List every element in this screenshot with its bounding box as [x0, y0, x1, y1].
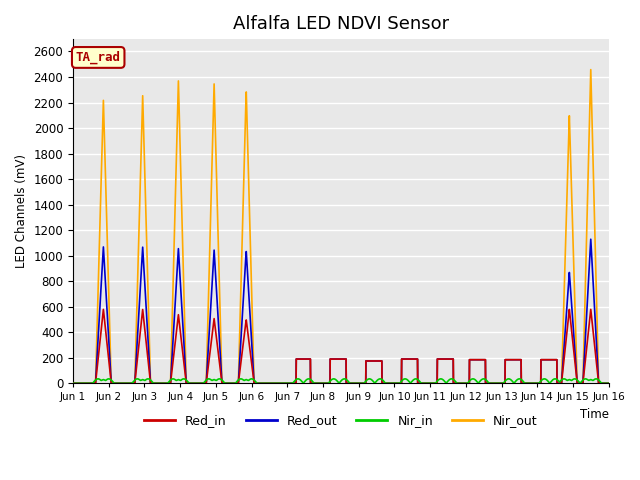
Line: Nir_out: Nir_out — [73, 70, 609, 384]
Title: Alfalfa LED NDVI Sensor: Alfalfa LED NDVI Sensor — [233, 15, 449, 33]
Nir_out — [605, 381, 612, 386]
Red_out — [605, 381, 612, 386]
Nir_out — [587, 67, 595, 72]
Line: Red_in: Red_in — [73, 309, 609, 384]
Red_in — [275, 381, 282, 386]
Red_in — [587, 306, 595, 312]
Red_out — [587, 236, 595, 242]
Red_in — [162, 381, 170, 386]
Nir_out — [595, 366, 602, 372]
Nir_out — [162, 381, 170, 386]
Nir_in — [592, 376, 600, 382]
Red_out — [536, 381, 544, 386]
Nir_in — [605, 381, 612, 386]
Nir_out — [275, 381, 282, 386]
Nir_out — [69, 381, 77, 386]
Red_out — [131, 381, 138, 386]
Red_in — [131, 381, 138, 386]
Red_out — [298, 356, 305, 362]
Nir_out — [131, 381, 138, 386]
Nir_out — [536, 381, 544, 386]
X-axis label: Time: Time — [580, 408, 609, 421]
Red_out — [69, 381, 77, 386]
Y-axis label: LED Channels (mV): LED Channels (mV) — [15, 154, 28, 268]
Nir_in — [536, 379, 544, 384]
Nir_in — [131, 378, 138, 384]
Nir_in — [162, 381, 170, 386]
Nir_in — [275, 381, 282, 386]
Nir_in — [298, 378, 305, 384]
Nir_in — [595, 377, 602, 383]
Nir_out — [298, 356, 305, 362]
Nir_in — [69, 381, 77, 386]
Red_out — [275, 381, 282, 386]
Red_in — [536, 381, 544, 386]
Text: TA_rad: TA_rad — [76, 51, 121, 64]
Red_in — [595, 377, 602, 383]
Red_in — [605, 381, 612, 386]
Red_out — [162, 381, 170, 386]
Red_in — [69, 381, 77, 386]
Line: Red_out: Red_out — [73, 239, 609, 384]
Line: Nir_in: Nir_in — [73, 379, 609, 384]
Red_out — [595, 374, 602, 380]
Legend: Red_in, Red_out, Nir_in, Nir_out: Red_in, Red_out, Nir_in, Nir_out — [139, 409, 543, 432]
Red_in — [298, 356, 305, 362]
